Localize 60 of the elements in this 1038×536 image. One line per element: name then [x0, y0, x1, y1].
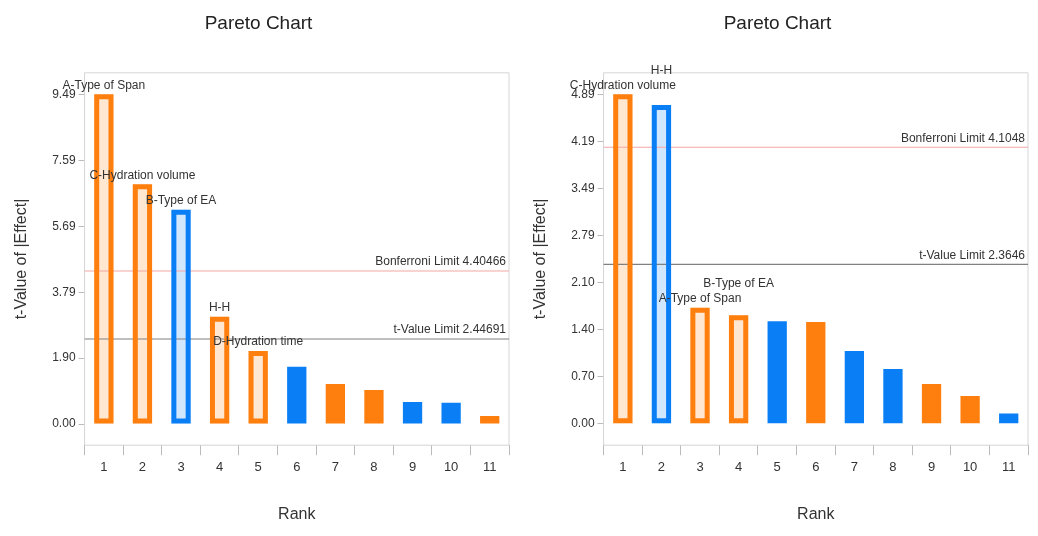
- bar: [402, 402, 423, 424]
- bar: [325, 384, 346, 424]
- ref-line-label: Bonferroni Limit 4.1048: [900, 130, 1026, 145]
- y-axis-title: t-Value of |Effect|: [12, 198, 30, 320]
- y-tick-label: 7.59: [52, 152, 76, 167]
- x-tick-label: 10: [962, 458, 978, 474]
- bar: [960, 396, 980, 424]
- bar: [441, 402, 461, 424]
- x-tick-label: 11: [1001, 458, 1016, 474]
- data-label: B-Type of EA: [703, 276, 774, 291]
- bar: [999, 413, 1019, 424]
- chart-title: Pareto Chart: [204, 11, 314, 33]
- x-tick-label: 9: [927, 458, 936, 474]
- y-tick-label: 3.49: [571, 180, 595, 195]
- y-tick-label: 2.10: [571, 274, 595, 289]
- y-tick-label: 2.79: [571, 228, 595, 243]
- x-tick-label: 10: [443, 458, 459, 474]
- x-tick-label: 5: [773, 458, 781, 474]
- bar: [844, 350, 865, 424]
- x-tick-label: 7: [331, 458, 339, 474]
- data-label: H-H: [208, 299, 231, 314]
- chart-title: Pareto Chart: [723, 11, 833, 33]
- ref-line-label: Bonferroni Limit 4.40466: [375, 254, 507, 269]
- x-tick-label: 3: [177, 458, 185, 474]
- bar: [806, 321, 826, 424]
- y-tick-label: 1.90: [52, 350, 76, 365]
- bar: [480, 416, 500, 424]
- data-label: H-H: [650, 62, 673, 77]
- x-tick-label: 9: [408, 458, 417, 474]
- y-tick-label: 0.00: [52, 416, 76, 431]
- bar: [767, 321, 787, 424]
- x-tick-label: 6: [293, 458, 301, 474]
- ref-line-label: t-Value Limit 2.44691: [393, 322, 507, 337]
- y-axis-title: t-Value of |Effect|: [531, 198, 549, 320]
- y-tick-label: 0.00: [571, 415, 595, 430]
- bar: [287, 366, 307, 424]
- ref-line-label: t-Value Limit 2.3646: [919, 247, 1026, 262]
- bar: [921, 383, 942, 424]
- x-axis-title: Rank: [278, 504, 317, 522]
- x-tick-label: 8: [370, 458, 378, 474]
- y-tick-label: 1.40: [571, 321, 595, 336]
- x-tick-label: 4: [215, 458, 224, 474]
- bar: [883, 369, 903, 424]
- x-tick-label: 11: [482, 458, 497, 474]
- x-tick-label: 5: [254, 458, 262, 474]
- x-tick-label: 1: [100, 458, 108, 474]
- y-tick-label: 0.70: [571, 368, 595, 383]
- x-tick-label: 6: [812, 458, 820, 474]
- x-tick-label: 4: [734, 458, 743, 474]
- x-tick-label: 8: [889, 458, 897, 474]
- x-axis-title: Rank: [797, 504, 836, 522]
- y-tick-label: 3.79: [52, 284, 76, 299]
- y-tick-label: 5.69: [52, 218, 76, 233]
- bar: [364, 389, 384, 424]
- x-tick-label: 2: [657, 458, 666, 474]
- x-tick-label: 1: [619, 458, 627, 474]
- x-tick-label: 3: [696, 458, 704, 474]
- x-tick-label: 7: [850, 458, 858, 474]
- x-tick-label: 2: [138, 458, 147, 474]
- y-tick-label: 4.19: [571, 133, 595, 148]
